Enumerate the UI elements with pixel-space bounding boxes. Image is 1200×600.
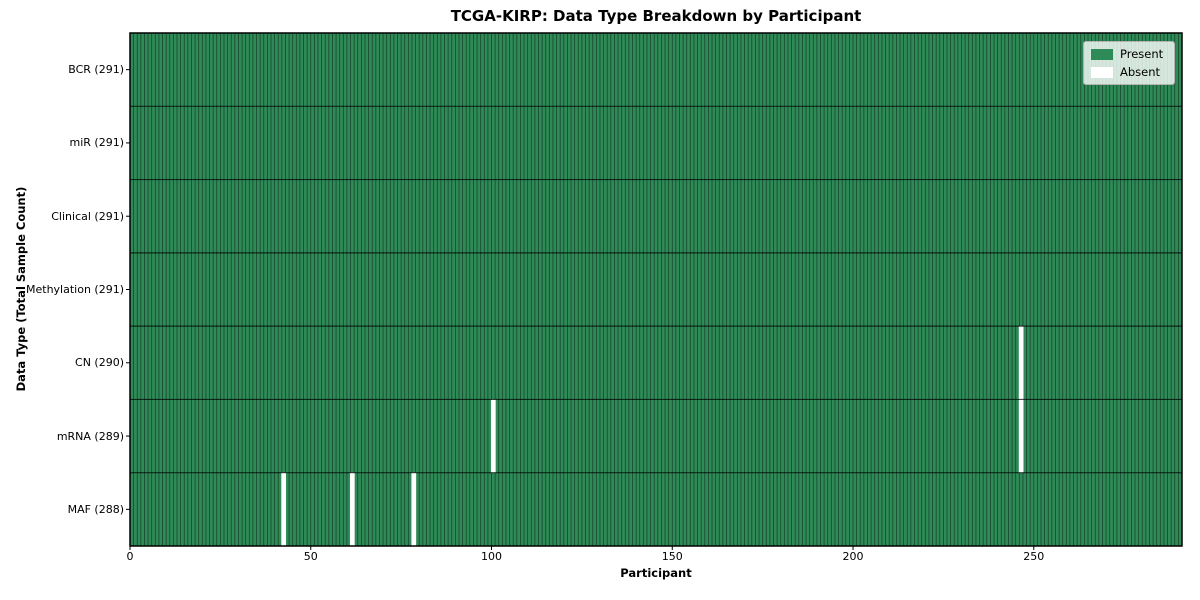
x-tick-label-50: 50 — [303, 550, 318, 563]
absent-cell-mRNA-246 — [1018, 399, 1024, 473]
absent-cell-MAF-78 — [411, 472, 417, 546]
legend: Present Absent — [1083, 41, 1175, 85]
y-tick-label-BCR: BCR (291) — [68, 63, 124, 77]
absent-cell-MAF-61 — [349, 472, 355, 546]
absent-swatch-icon — [1091, 66, 1113, 78]
chart-title: TCGA-KIRP: Data Type Breakdown by Partic… — [450, 7, 862, 25]
absent-cell-MAF-42 — [281, 472, 287, 546]
present-swatch-icon — [1091, 48, 1113, 60]
absent-cell-mRNA-100 — [490, 399, 496, 473]
row-separator-lines — [130, 105, 1182, 474]
y-tick-label-Clinical: Clinical (291) — [51, 209, 124, 223]
x-axis-label: Participant — [620, 566, 692, 580]
x-tick-label-200: 200 — [842, 550, 864, 563]
legend-label-absent: Absent — [1120, 65, 1161, 79]
x-tick-label-250: 250 — [1023, 550, 1045, 563]
y-tick-label-mRNA: mRNA (289) — [56, 429, 124, 443]
absent-cell-CN-246 — [1018, 326, 1024, 400]
legend-item-present: Present — [1091, 47, 1167, 61]
x-tick-label-0: 0 — [126, 550, 134, 563]
cell-edge-lines — [133, 33, 1179, 546]
present-cells-background — [130, 33, 1182, 546]
x-tick-label-150: 150 — [661, 550, 683, 563]
y-tick-label-Methylation: Methylation (291) — [26, 283, 124, 296]
x-tick-label-100: 100 — [481, 550, 502, 563]
y-tick-label-miR: miR (291) — [69, 136, 125, 150]
legend-label-present: Present — [1120, 47, 1164, 61]
legend-item-absent: Absent — [1091, 65, 1167, 79]
y-tick-label-CN: CN (290) — [75, 356, 124, 370]
y-tick-label-MAF: MAF (288) — [67, 502, 124, 516]
